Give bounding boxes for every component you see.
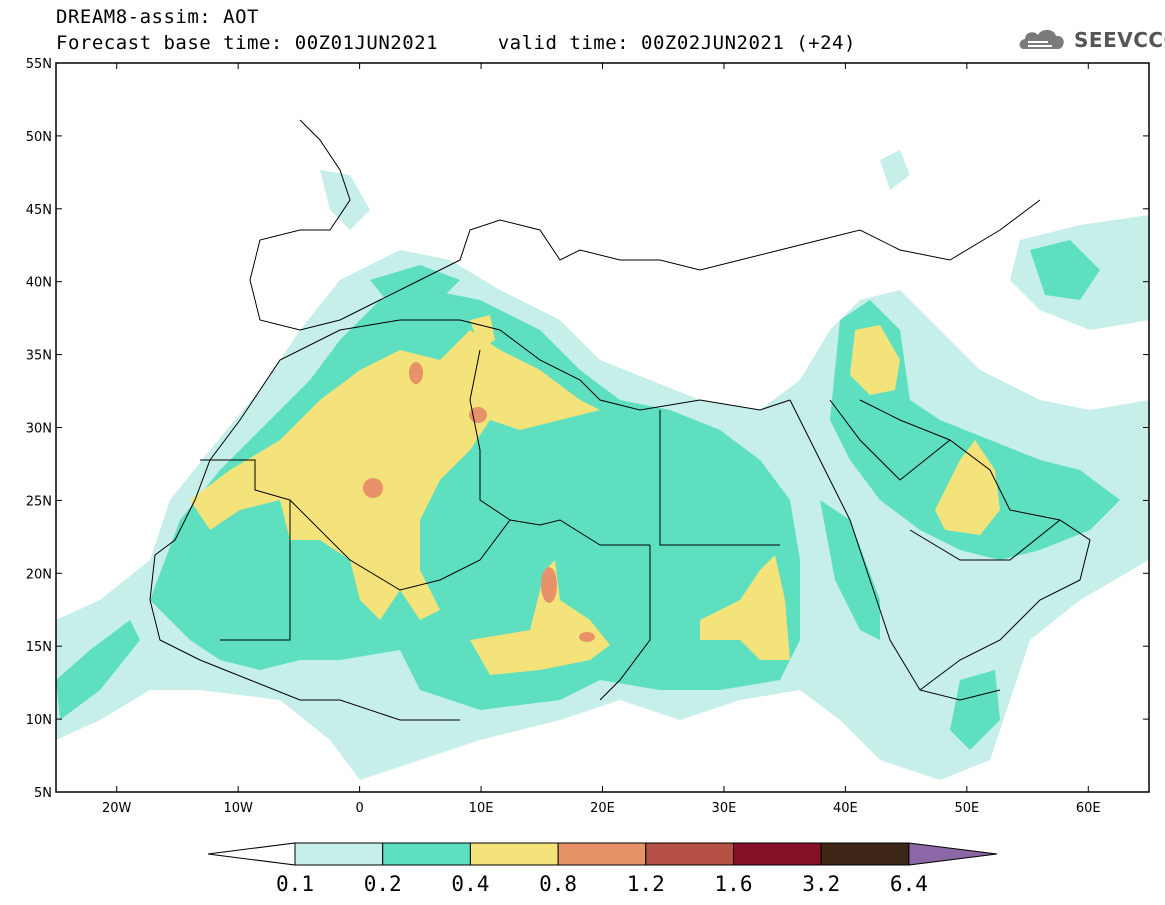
lat-label: 50N <box>26 130 52 145</box>
lat-label: 35N <box>26 349 52 364</box>
colorbar-segment <box>294 842 384 866</box>
seevccc-cloud-logo-icon <box>1019 29 1064 49</box>
colorbar-segment <box>557 842 647 866</box>
aot-shading <box>56 150 1149 780</box>
lat-label: 40N <box>26 276 52 291</box>
aot-band-0-4-sudan <box>700 555 790 660</box>
latitude-axis: 55N 50N 45N 40N 35N 30N 25N 20N 15N 10N 5N <box>26 57 1149 801</box>
lat-label: 10N <box>26 713 52 728</box>
lon-label: 10W <box>223 801 253 816</box>
colorbar <box>207 842 997 866</box>
border-mauritania <box>200 459 291 641</box>
coastlines-borders <box>149 119 1091 721</box>
aot-band-0-2-caspian <box>1030 240 1100 300</box>
border-niger-chad <box>509 519 650 546</box>
lon-label: 0 <box>355 801 363 816</box>
aot-band-0-4 <box>190 330 600 620</box>
aot-band-0-2-redsea <box>820 500 880 640</box>
colorbar-level-label: 1.6 <box>714 872 753 896</box>
lon-label: 50E <box>954 801 979 816</box>
lon-label: 40E <box>833 801 858 816</box>
forecast-time-subtitle: Forecast base time: 00Z01JUN2021 valid t… <box>56 32 856 54</box>
colorbar-segment <box>469 842 559 866</box>
colorbar-level-label: 0.1 <box>276 872 314 896</box>
lat-label: 30N <box>26 422 52 437</box>
colorbar-level-label: 0.4 <box>451 872 490 896</box>
aot-band-0-8-b <box>409 362 423 384</box>
colorbar-level-label: 0.2 <box>363 872 402 896</box>
lat-label: 15N <box>26 640 52 655</box>
colorbar-level-label: 0.8 <box>539 872 578 896</box>
colorbar-level-label: 1.2 <box>626 872 665 896</box>
coastline-redsea <box>789 399 1001 701</box>
aot-band-0-2-arabia <box>830 300 1120 560</box>
aot-band-0-1-biscay <box>320 170 370 230</box>
aot-band-0-2-algeria-n <box>370 265 460 305</box>
lon-label: 30E <box>712 801 737 816</box>
colorbar-segment <box>382 842 471 866</box>
map-title: DREAM8-assim: AOT <box>56 6 259 28</box>
lon-label: 20E <box>590 801 615 816</box>
colorbar-level-label: 3.2 <box>802 872 841 896</box>
lon-label: 60E <box>1076 801 1101 816</box>
coastline-europe <box>249 119 1041 331</box>
aot-band-0-1-caucasus <box>880 150 910 190</box>
aot-band-0-2-westcoast <box>56 620 140 720</box>
aot-band-0-4-iraq <box>850 325 900 395</box>
aot-band-0-2-aden <box>950 670 1000 750</box>
border-libya-egypt <box>659 410 780 546</box>
aot-band-0-8-e <box>579 632 595 642</box>
colorbar-high-arrow <box>908 842 997 866</box>
lat-label: 20N <box>26 567 52 582</box>
aot-band-0-4-gulf <box>935 440 1000 535</box>
lon-label: 10E <box>469 801 494 816</box>
lat-label: 45N <box>26 203 52 218</box>
logo-text: SEEVCCC <box>1074 28 1165 52</box>
aot-band-0-8-a <box>363 478 383 498</box>
border-libya-west <box>469 349 511 521</box>
aot-band-0-4-chad <box>470 560 610 675</box>
aot-band-0-8-d <box>541 567 557 603</box>
coastline-africa-west <box>149 419 460 721</box>
lat-label: 5N <box>34 786 52 801</box>
lat-label: 55N <box>26 57 52 72</box>
colorbar-low-arrow <box>207 842 296 866</box>
coastline-africa-north <box>239 319 791 421</box>
lat-label: 25N <box>26 494 52 509</box>
border-algeria-mali <box>289 499 511 591</box>
colorbar-segment <box>733 842 822 866</box>
border-saudi <box>859 399 1061 561</box>
longitude-axis: 20W 10W 0 10E 20E 30E 40E 50E 60E <box>102 63 1101 816</box>
lon-label: 20W <box>102 801 132 816</box>
colorbar-level-label: 6.4 <box>889 872 928 896</box>
colorbar-segment <box>820 842 910 866</box>
border-chad-sudan <box>599 545 651 701</box>
aot-band-0-2 <box>150 290 800 710</box>
colorbar-segment <box>645 842 734 866</box>
